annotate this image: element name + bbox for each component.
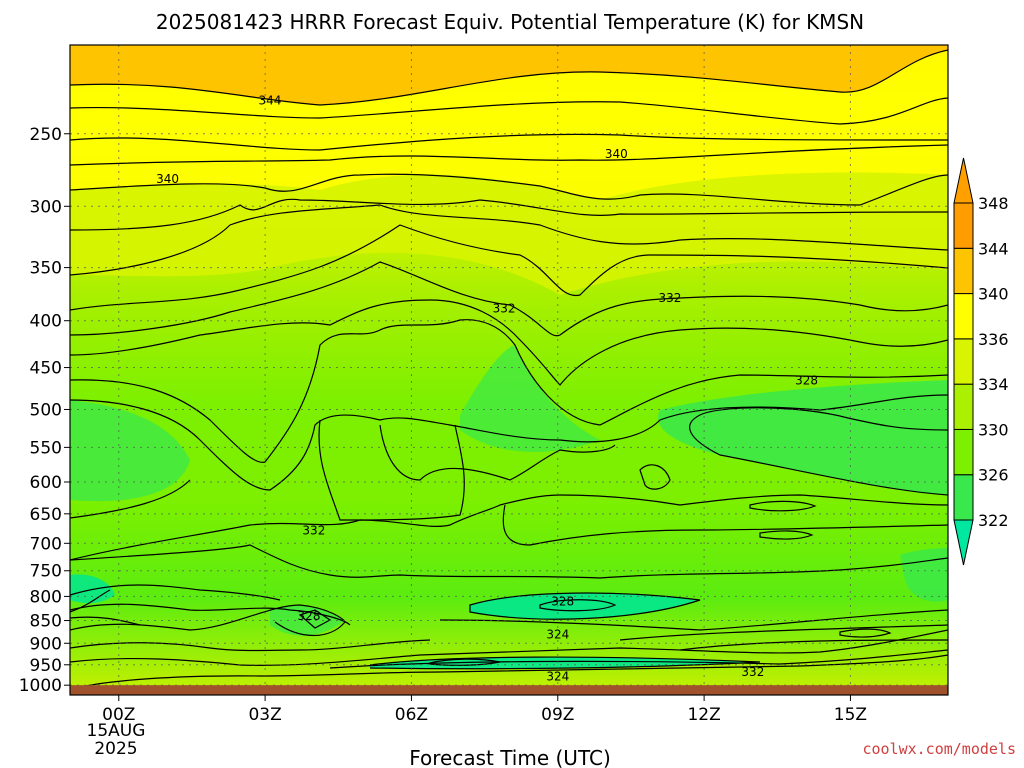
contour-label: 328 <box>551 594 574 608</box>
colorbar-label: 344 <box>978 239 1009 258</box>
y-tick-label: 900 <box>30 634 62 654</box>
contour-label: 332 <box>659 291 682 305</box>
contour-label: 340 <box>605 147 628 161</box>
colorbar-segment <box>953 247 974 295</box>
x-axis: 00Z 03Z 06Z 09Z 12Z 15Z <box>102 695 867 725</box>
colorbar-label: 348 <box>978 194 1009 213</box>
field-patch-teal-4 <box>900 548 948 602</box>
y-axis: 2503003504004505005506006507007508008509… <box>19 125 70 696</box>
plot-area <box>70 45 948 695</box>
colorbar-segment <box>953 428 974 476</box>
field-patch-green-2 <box>70 400 190 502</box>
x-tick-label: 03Z <box>248 705 281 725</box>
y-tick-label: 350 <box>30 259 62 279</box>
contour-label: 328 <box>298 609 321 623</box>
contour-label: 344 <box>259 94 282 108</box>
contour-label: 332 <box>493 302 516 316</box>
x-axis-label: Forecast Time (UTC) <box>409 746 611 768</box>
y-tick-label: 450 <box>30 359 62 379</box>
colorbar-segment <box>953 383 974 430</box>
contour-lines <box>70 49 948 691</box>
contour-label: 340 <box>156 172 179 186</box>
year-label: 2025 <box>94 739 137 759</box>
field-patch-yellow <box>70 50 948 200</box>
x-tick-label: 00Z <box>102 705 135 725</box>
contour-label: 324 <box>546 669 569 683</box>
y-tick-label: 650 <box>30 505 62 525</box>
field-patch-green-3 <box>460 345 600 452</box>
y-tick-label: 950 <box>30 656 62 676</box>
y-tick-label: 600 <box>30 473 62 493</box>
colorbar-label: 334 <box>978 375 1009 394</box>
field-patch-light-yellow <box>70 172 948 295</box>
colorbar-segment <box>953 474 974 521</box>
colorbar-label: 340 <box>978 285 1009 304</box>
colorbar-high-arrow <box>953 157 974 204</box>
y-tick-label: 500 <box>30 400 62 420</box>
colorbar-label: 326 <box>978 466 1009 485</box>
x-tick-label: 06Z <box>395 705 428 725</box>
contour-label: 332 <box>302 524 325 538</box>
y-tick-label: 300 <box>30 197 62 217</box>
chart-title: 2025081423 HRRR Forecast Equiv. Potentia… <box>156 10 864 34</box>
colorbar-segment <box>953 202 974 249</box>
y-tick-label: 250 <box>30 125 62 145</box>
y-tick-label: 800 <box>30 587 62 607</box>
x-tick-label: 12Z <box>687 705 720 725</box>
colorbar-label: 336 <box>978 330 1009 349</box>
y-tick-label: 1000 <box>19 676 62 696</box>
x-tick-label: 15Z <box>834 705 867 725</box>
colorbar-label: 322 <box>978 511 1009 530</box>
plot-frame <box>69 44 949 696</box>
ground-below-surface <box>70 685 948 695</box>
y-tick-label: 400 <box>30 312 62 332</box>
colorbar-segment <box>953 338 974 385</box>
colorbar-label: 330 <box>978 420 1009 439</box>
credit-text: coolwx.com/models <box>862 740 1016 758</box>
y-tick-label: 550 <box>30 438 62 458</box>
colorbar-low-arrow <box>953 519 974 566</box>
y-tick-label: 850 <box>30 612 62 632</box>
contour-label: 332 <box>741 665 764 679</box>
contour-label: 324 <box>546 627 569 641</box>
y-tick-label: 700 <box>30 534 62 554</box>
colorbar-segment <box>953 293 974 340</box>
y-tick-label: 750 <box>30 562 62 582</box>
contour-labels: 344 340 340 332 332 328 332 328 328 324 324 332 <box>156 94 818 684</box>
field-patch-top-orange <box>70 45 948 105</box>
date-label: 15AUG <box>87 721 146 741</box>
contour-label: 328 <box>795 374 818 388</box>
colorbar: 322 326 330 334 336 340 344 348 <box>953 157 1009 566</box>
x-tick-label: 09Z <box>541 705 574 725</box>
